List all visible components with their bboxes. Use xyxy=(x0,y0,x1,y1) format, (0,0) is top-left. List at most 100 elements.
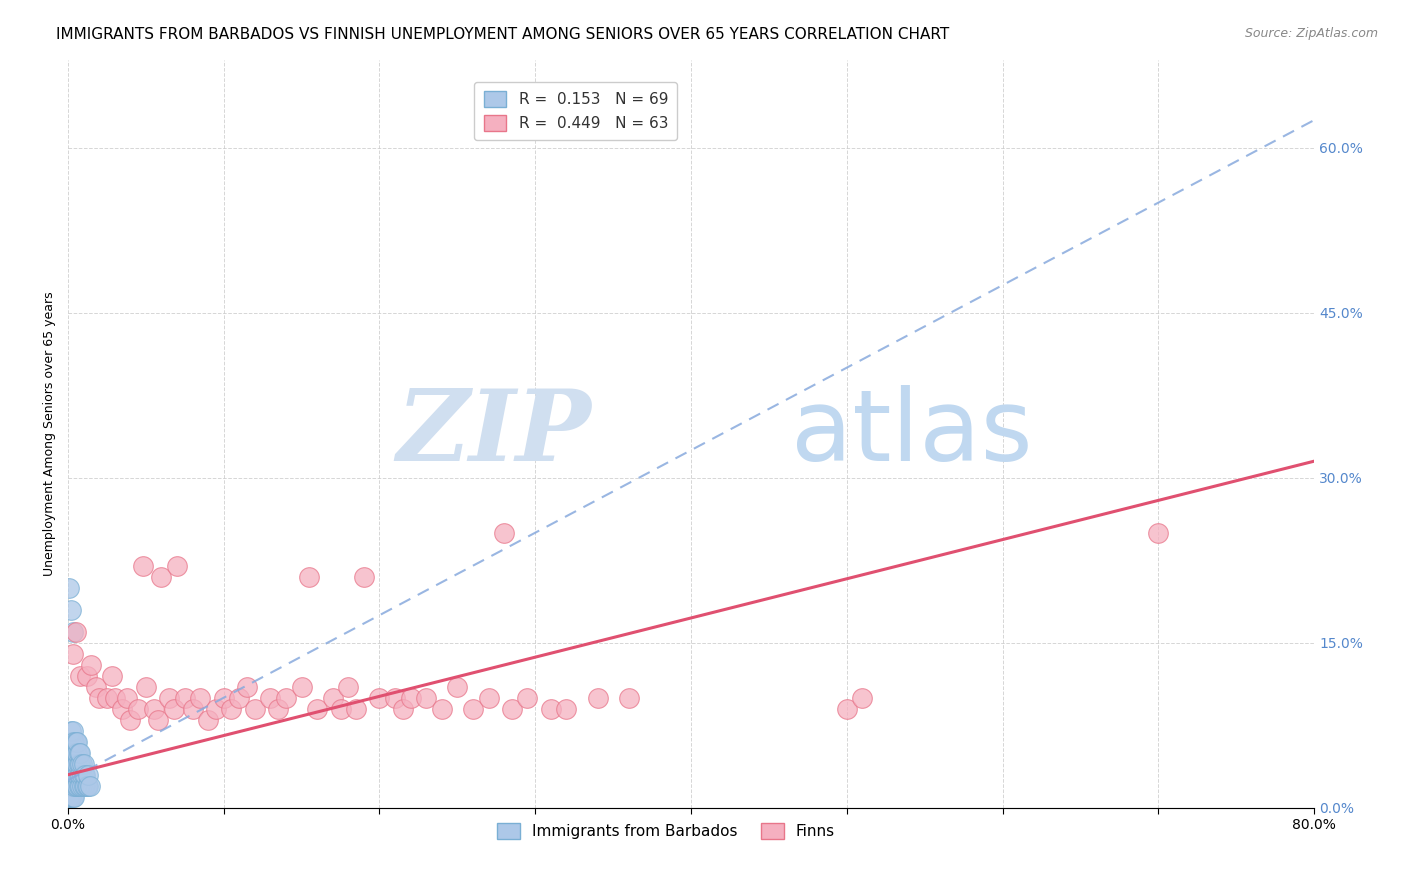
Point xyxy=(430,702,453,716)
Point xyxy=(63,756,86,771)
Point xyxy=(79,779,101,793)
Point xyxy=(236,680,259,694)
Point xyxy=(104,690,127,705)
Point xyxy=(62,746,84,760)
Point xyxy=(62,768,84,782)
Point xyxy=(63,735,86,749)
Point xyxy=(58,789,80,804)
Point xyxy=(166,558,188,573)
Point xyxy=(586,690,609,705)
Point xyxy=(65,735,87,749)
Point xyxy=(60,768,83,782)
Point xyxy=(62,789,84,804)
Point xyxy=(392,702,415,716)
Point xyxy=(84,680,107,694)
Point xyxy=(63,746,86,760)
Point xyxy=(58,779,80,793)
Point xyxy=(337,680,360,694)
Point xyxy=(60,723,83,738)
Point xyxy=(368,690,391,705)
Point xyxy=(73,768,96,782)
Point xyxy=(65,779,87,793)
Point xyxy=(77,768,100,782)
Point xyxy=(111,702,134,716)
Point xyxy=(243,702,266,716)
Point xyxy=(197,713,219,727)
Point xyxy=(127,702,149,716)
Point xyxy=(69,669,91,683)
Point xyxy=(60,756,83,771)
Legend: Immigrants from Barbados, Finns: Immigrants from Barbados, Finns xyxy=(491,817,841,845)
Point xyxy=(65,624,87,639)
Point xyxy=(835,702,858,716)
Point xyxy=(62,779,84,793)
Point xyxy=(322,690,344,705)
Point xyxy=(67,779,90,793)
Point xyxy=(66,735,89,749)
Point xyxy=(69,746,91,760)
Point xyxy=(65,756,87,771)
Point xyxy=(58,581,80,595)
Point xyxy=(131,558,153,573)
Point xyxy=(60,779,83,793)
Text: Source: ZipAtlas.com: Source: ZipAtlas.com xyxy=(1244,27,1378,40)
Point xyxy=(60,735,83,749)
Point xyxy=(58,789,80,804)
Point xyxy=(67,756,90,771)
Point xyxy=(353,570,375,584)
Point xyxy=(516,690,538,705)
Point xyxy=(62,624,84,639)
Point xyxy=(72,768,94,782)
Point xyxy=(62,779,84,793)
Point xyxy=(60,789,83,804)
Point xyxy=(173,690,195,705)
Point xyxy=(60,779,83,793)
Point xyxy=(80,657,103,672)
Point xyxy=(58,789,80,804)
Point xyxy=(150,570,173,584)
Point xyxy=(477,690,499,705)
Point xyxy=(76,669,98,683)
Point xyxy=(70,768,93,782)
Point xyxy=(65,768,87,782)
Point xyxy=(259,690,281,705)
Point xyxy=(69,756,91,771)
Point xyxy=(329,702,352,716)
Point xyxy=(446,680,468,694)
Point xyxy=(344,702,367,716)
Point xyxy=(66,768,89,782)
Point xyxy=(70,779,93,793)
Point xyxy=(494,525,516,540)
Point xyxy=(65,746,87,760)
Point xyxy=(1147,525,1170,540)
Point xyxy=(69,768,91,782)
Point xyxy=(384,690,406,705)
Point xyxy=(274,690,297,705)
Point xyxy=(212,690,235,705)
Point xyxy=(540,702,562,716)
Point xyxy=(58,779,80,793)
Point xyxy=(62,756,84,771)
Point xyxy=(148,713,170,727)
Point xyxy=(60,603,83,617)
Point xyxy=(72,756,94,771)
Point xyxy=(205,702,228,716)
Text: IMMIGRANTS FROM BARBADOS VS FINNISH UNEMPLOYMENT AMONG SENIORS OVER 65 YEARS COR: IMMIGRANTS FROM BARBADOS VS FINNISH UNEM… xyxy=(56,27,949,42)
Point xyxy=(76,779,98,793)
Point xyxy=(63,768,86,782)
Point xyxy=(62,647,84,661)
Point xyxy=(291,680,314,694)
Point xyxy=(163,702,186,716)
Point xyxy=(307,702,329,716)
Point xyxy=(267,702,290,716)
Point xyxy=(485,107,508,121)
Point xyxy=(60,756,83,771)
Point xyxy=(73,779,96,793)
Point xyxy=(96,690,118,705)
Point xyxy=(87,690,110,705)
Point xyxy=(66,756,89,771)
Point xyxy=(66,746,89,760)
Point xyxy=(65,768,87,782)
Point xyxy=(67,768,90,782)
Point xyxy=(60,779,83,793)
